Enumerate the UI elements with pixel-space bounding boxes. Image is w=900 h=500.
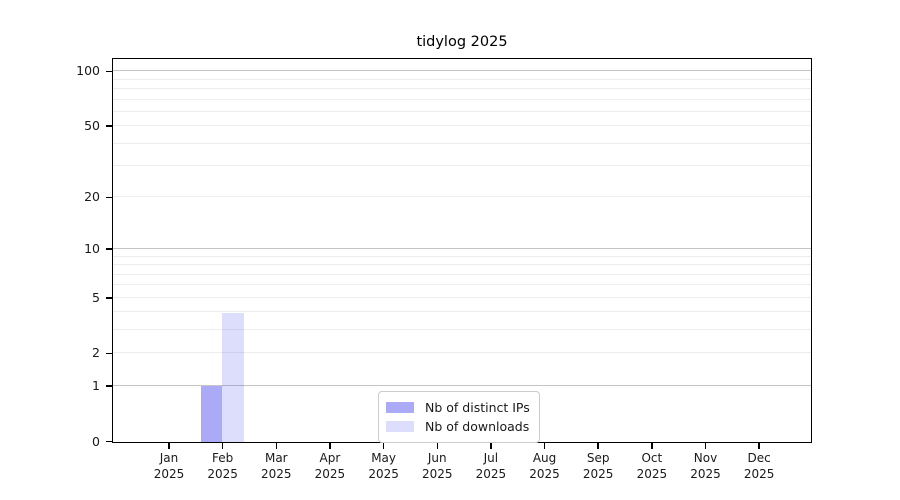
legend-row: Nb of downloads	[386, 417, 530, 436]
x-tick-year: 2025	[529, 466, 560, 481]
bar-nb-of-distinct-ips	[200, 386, 223, 442]
y-tick-label: 100	[76, 63, 100, 79]
major-gridline	[113, 70, 811, 72]
x-tick-label: Apr 2025	[300, 451, 360, 482]
x-tick-mark	[490, 443, 492, 449]
x-tick-year: 2025	[582, 466, 614, 481]
y-tick-mark	[105, 196, 112, 199]
minor-gridline	[113, 329, 811, 331]
x-tick-year: 2025	[475, 466, 507, 481]
bar-nb-of-downloads	[222, 312, 244, 442]
x-tick-month: Sep	[586, 451, 610, 465]
minor-gridline	[113, 352, 811, 354]
legend-swatch	[386, 402, 414, 413]
y-tick-label: 10	[84, 241, 100, 257]
x-tick-year: 2025	[207, 466, 238, 481]
x-tick-year: 2025	[636, 466, 668, 481]
x-tick-month: Mar	[264, 451, 288, 465]
x-tick-month: May	[371, 451, 396, 465]
legend-row: Nb of distinct IPs	[386, 398, 530, 417]
x-tick-year: 2025	[743, 466, 775, 481]
x-tick-month: Oct	[641, 451, 663, 465]
x-tick-year: 2025	[153, 466, 185, 481]
x-tick-mark	[329, 443, 331, 449]
x-tick-mark	[543, 443, 546, 449]
minor-gridline	[113, 110, 811, 112]
minor-gridline	[113, 142, 811, 144]
x-tick-month: Aug	[532, 451, 557, 465]
y-tick-label: 5	[92, 289, 100, 305]
minor-gridline	[113, 98, 811, 100]
chart-title: tidylog 2025	[416, 34, 508, 50]
legend-swatch	[386, 421, 414, 432]
x-tick-month: Nov	[693, 451, 718, 465]
minor-gridline	[113, 87, 811, 89]
x-tick-mark	[758, 443, 760, 449]
x-tick-year: 2025	[261, 466, 292, 481]
y-tick-mark	[105, 385, 112, 387]
plot-area	[112, 58, 812, 443]
x-tick-month: Jun	[427, 451, 447, 465]
x-tick-month: Feb	[212, 451, 234, 465]
minor-gridline	[113, 255, 811, 257]
x-tick-label: Nov 2025	[676, 451, 736, 482]
y-tick-mark	[105, 297, 112, 299]
x-tick-label: Sep 2025	[568, 451, 628, 482]
legend-label: Nb of distinct IPs	[425, 400, 530, 415]
x-tick-mark	[436, 443, 438, 449]
x-tick-mark	[597, 443, 599, 449]
x-tick-mark	[168, 443, 170, 449]
x-tick-month: Jan	[159, 451, 179, 465]
y-tick-label: 20	[84, 189, 100, 205]
x-tick-mark	[382, 443, 385, 449]
x-tick-mark	[275, 443, 278, 449]
y-tick-mark	[105, 70, 112, 73]
y-tick-mark	[105, 352, 112, 355]
x-tick-label: Dec 2025	[729, 451, 789, 482]
minor-gridline	[113, 125, 811, 127]
y-tick-label: 1	[92, 377, 100, 393]
minor-gridline	[113, 284, 811, 286]
x-tick-mark	[704, 443, 707, 449]
x-tick-label: Oct 2025	[622, 451, 682, 482]
x-tick-label: Jul 2025	[461, 451, 521, 482]
minor-gridline	[113, 296, 811, 298]
x-tick-year: 2025	[690, 466, 721, 481]
x-tick-mark	[651, 443, 653, 449]
y-tick-mark	[105, 440, 112, 443]
major-gridline	[113, 384, 811, 386]
x-tick-month: Jul	[483, 451, 499, 465]
x-tick-label: Aug 2025	[515, 451, 575, 482]
x-tick-month: Dec	[747, 451, 771, 465]
x-tick-year: 2025	[368, 466, 399, 481]
x-tick-month: Apr	[319, 451, 341, 465]
x-tick-label: May 2025	[354, 451, 414, 482]
minor-gridline	[113, 78, 811, 80]
minor-gridline	[113, 311, 811, 313]
minor-gridline	[113, 273, 811, 275]
minor-gridline	[113, 264, 811, 266]
x-tick-year: 2025	[421, 466, 453, 481]
x-tick-label: Jan 2025	[139, 451, 199, 482]
y-tick-label: 0	[92, 433, 100, 449]
major-gridline	[113, 248, 811, 250]
legend-label: Nb of downloads	[425, 419, 530, 434]
x-tick-mark	[221, 443, 224, 449]
y-tick-mark	[105, 125, 112, 127]
x-tick-label: Feb 2025	[193, 451, 253, 482]
y-tick-label: 2	[92, 345, 100, 361]
y-tick-mark	[105, 248, 112, 250]
minor-gridline	[113, 196, 811, 198]
minor-gridline	[113, 165, 811, 167]
legend: Nb of distinct IPs Nb of downloads	[378, 391, 540, 443]
x-tick-year: 2025	[314, 466, 346, 481]
y-tick-label: 50	[84, 118, 100, 134]
x-tick-label: Mar 2025	[246, 451, 306, 482]
x-tick-label: Jun 2025	[407, 451, 467, 482]
